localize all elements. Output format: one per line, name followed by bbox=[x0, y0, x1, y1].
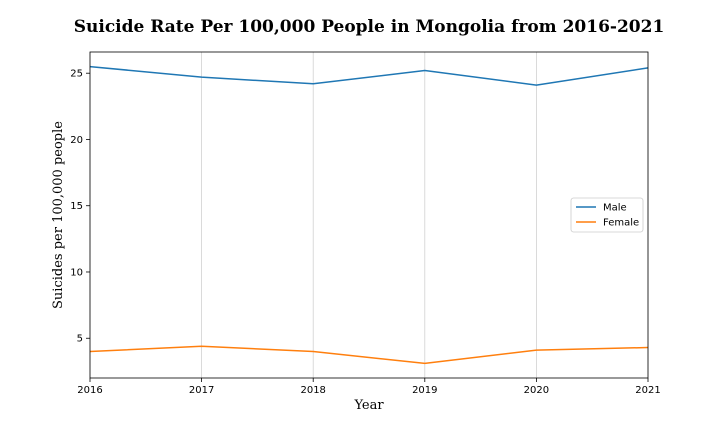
x-tick-label-2018: 2018 bbox=[300, 385, 325, 396]
y-tick-label-15: 15 bbox=[70, 201, 83, 212]
x-tick-label-2017: 2017 bbox=[189, 385, 214, 396]
x-tick-label-2019: 2019 bbox=[412, 385, 437, 396]
legend-label-female: Female bbox=[603, 218, 639, 229]
x-tick-label-2021: 2021 bbox=[635, 385, 660, 396]
y-tick-label-10: 10 bbox=[70, 267, 83, 278]
x-tick-label-2016: 2016 bbox=[77, 385, 102, 396]
y-tick-label-20: 20 bbox=[70, 135, 83, 146]
series-line-female bbox=[89, 345, 649, 365]
chart-title: Suicide Rate Per 100,000 People in Mongo… bbox=[74, 17, 665, 37]
y-tick-label-5: 5 bbox=[77, 334, 83, 345]
y-axis-label: Suicides per 100,000 people bbox=[51, 121, 66, 309]
plot-frame bbox=[89, 51, 649, 379]
plot-area: 2016 2017 2018 2019 2020 2021 5 10 15 20 25 Male Fem… bbox=[70, 51, 661, 396]
x-axis-label: Year bbox=[353, 398, 384, 413]
y-tick-label-25: 25 bbox=[70, 69, 83, 80]
series-line-male bbox=[89, 65, 649, 86]
x-tick-label-2020: 2020 bbox=[524, 385, 549, 396]
legend-label-male: Male bbox=[603, 203, 627, 214]
